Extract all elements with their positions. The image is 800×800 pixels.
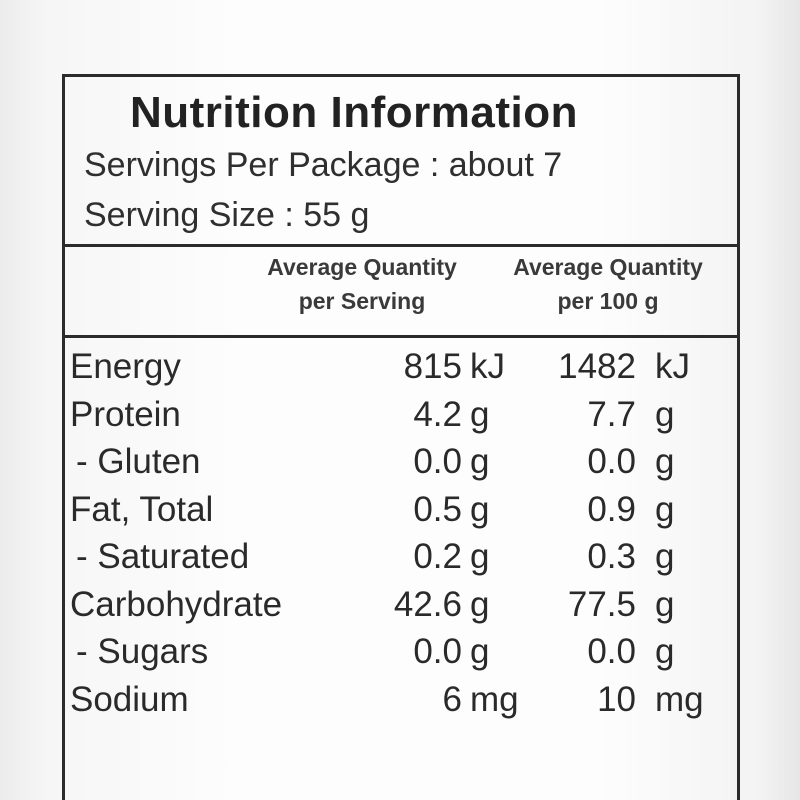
nutrient-name: Fat, Total [70, 489, 214, 529]
per-100g-value: 77.5 [567, 584, 636, 624]
table-row: - Gluten 0.0 g 0.0 g [0, 439, 800, 485]
per-100g-unit: g [655, 489, 675, 529]
per-100g-unit: mg [655, 679, 704, 719]
per-serving-value: 4.2 [413, 394, 462, 434]
nutrient-name: - Sugars [76, 632, 209, 671]
column-header-line: per Serving [298, 288, 426, 314]
per-serving-value: 6 [442, 679, 462, 719]
nutrient-name: Energy [70, 347, 181, 386]
table-row: Energy 815 kJ 1482 kJ [0, 344, 800, 390]
column-header-per-serving: Average Quantity per Serving [244, 250, 480, 318]
per-100g-unit: g [655, 584, 675, 624]
per-serving-unit: g [470, 632, 490, 671]
per-100g-unit: kJ [655, 347, 690, 386]
per-serving-unit: g [470, 584, 490, 624]
nutrient-name: - Gluten [76, 442, 201, 481]
per-serving-value: 0.5 [413, 489, 462, 529]
per-100g-unit: g [655, 442, 675, 481]
table-row: Fat, Total 0.5 g 0.9 g [0, 487, 800, 533]
per-100g-value: 10 [597, 679, 636, 719]
per-100g-value: 0.0 [587, 442, 636, 481]
per-100g-unit: g [655, 632, 675, 671]
per-serving-unit: kJ [470, 347, 505, 386]
per-100g-value: 7.7 [587, 394, 636, 434]
per-serving-unit: mg [470, 679, 519, 719]
per-serving-value: 42.6 [393, 584, 462, 624]
divider-header [62, 244, 740, 247]
table-row: - Saturated 0.2 g 0.3 g [0, 534, 800, 580]
per-serving-value: 0.0 [413, 632, 462, 671]
nutrient-name: Sodium [70, 679, 189, 719]
divider-columns [62, 335, 740, 338]
per-100g-value: 0.0 [587, 632, 636, 671]
per-100g-unit: g [655, 394, 675, 434]
table-row: Sodium 6 mg 10 mg [0, 677, 800, 723]
per-100g-value: 0.9 [587, 489, 636, 529]
table-row: Protein 4.2 g 7.7 g [0, 392, 800, 438]
column-header-line: Average Quantity [267, 254, 457, 280]
column-header-per-100g: Average Quantity per 100 g [490, 250, 726, 318]
nutrient-name: Carbohydrate [70, 584, 283, 624]
per-serving-value: 0.0 [413, 442, 462, 481]
column-header-line: Average Quantity [513, 254, 703, 280]
nutrient-name: Protein [70, 394, 181, 434]
serving-size: Serving Size : 55 g [84, 196, 370, 234]
per-100g-value: 0.3 [587, 537, 636, 576]
per-serving-value: 815 [403, 347, 462, 386]
per-serving-unit: g [470, 442, 490, 481]
per-serving-unit: g [470, 489, 490, 529]
column-header-line: per 100 g [557, 288, 659, 314]
per-serving-unit: g [470, 537, 490, 576]
per-100g-unit: g [655, 537, 675, 576]
table-row: Carbohydrate 42.6 g 77.5 g [0, 582, 800, 628]
per-serving-unit: g [470, 394, 490, 434]
panel-title: Nutrition Information [130, 88, 578, 137]
per-100g-value: 1482 [558, 347, 636, 386]
nutrient-name: - Saturated [76, 537, 250, 576]
servings-per-package: Servings Per Package : about 7 [84, 146, 563, 184]
nutrition-panel [62, 74, 740, 800]
per-serving-value: 0.2 [413, 537, 462, 576]
table-row: - Sugars 0.0 g 0.0 g [0, 629, 800, 675]
